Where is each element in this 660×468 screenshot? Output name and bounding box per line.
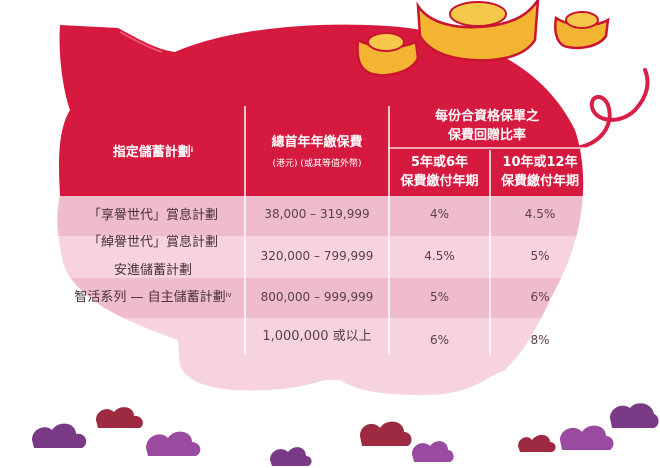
sub-a-line2: 保費繳付年期 bbox=[400, 174, 479, 189]
cloud-icon bbox=[270, 447, 312, 466]
cloud-icon bbox=[146, 431, 201, 456]
group-title-line1: 每份合資格保單之 bbox=[434, 109, 539, 124]
sub-b-line1: 10年或12年 bbox=[502, 155, 578, 170]
col-plan-header: 指定儲蓄計劃i bbox=[62, 142, 244, 163]
plan-name: 智活系列 — 自主儲蓄計劃 bbox=[74, 290, 226, 305]
col-premium-header: 總首年年繳保費 bbox=[271, 135, 363, 150]
cloud-icon bbox=[96, 407, 143, 428]
plan-name: 「享譽世代」賞息計劃 bbox=[87, 208, 218, 223]
col-premium-note: (港元) (或其等值外幣) bbox=[272, 159, 362, 169]
premium-range: 38,000 – 319,999 bbox=[264, 207, 370, 221]
rate-5-6-years: 4.5% bbox=[424, 249, 455, 263]
rate-10-12-years: 8% bbox=[530, 333, 550, 347]
cloud-icon bbox=[32, 423, 87, 448]
premium-range: 1,000,000 或以上 bbox=[262, 329, 372, 344]
col-plan-footnote: i bbox=[190, 146, 194, 154]
gold-ingot-icon bbox=[356, 32, 420, 77]
sub-b-line2: 保費繳付年期 bbox=[500, 174, 579, 189]
rate-5-6-years: 5% bbox=[429, 290, 450, 304]
group-title-line2: 保費回贈比率 bbox=[447, 128, 526, 143]
cloud-icon bbox=[360, 421, 412, 446]
cloud-icon bbox=[518, 434, 556, 452]
plan-name: 「綽譽世代」賞息計劃 bbox=[87, 235, 218, 250]
rate-10-12-years: 6% bbox=[530, 290, 550, 304]
pig-tail bbox=[573, 68, 650, 150]
col-plan-label: 指定儲蓄計劃 bbox=[112, 145, 191, 160]
gold-ingot-icon bbox=[416, 0, 540, 62]
premium-range: 320,000 – 799,999 bbox=[260, 249, 374, 263]
premium-range: 800,000 – 999,999 bbox=[260, 290, 374, 304]
plan-name: 安進儲蓄計劃 bbox=[113, 263, 192, 278]
rate-5-6-years: 6% bbox=[429, 333, 450, 347]
cloud-icon bbox=[610, 403, 659, 428]
plan-footnote: iv bbox=[225, 291, 232, 299]
rate-10-12-years: 4.5% bbox=[524, 207, 556, 221]
plan-name-with-footnote: 智活系列 — 自主儲蓄計劃iv bbox=[58, 289, 248, 306]
rate-10-12-years: 5% bbox=[530, 249, 550, 263]
cloud-icon bbox=[412, 441, 454, 462]
rate-5-6-years: 4% bbox=[429, 207, 450, 221]
cloud-icon bbox=[560, 425, 614, 450]
sub-a-line1: 5年或6年 bbox=[410, 155, 469, 170]
gold-ingot-icon bbox=[554, 11, 610, 50]
